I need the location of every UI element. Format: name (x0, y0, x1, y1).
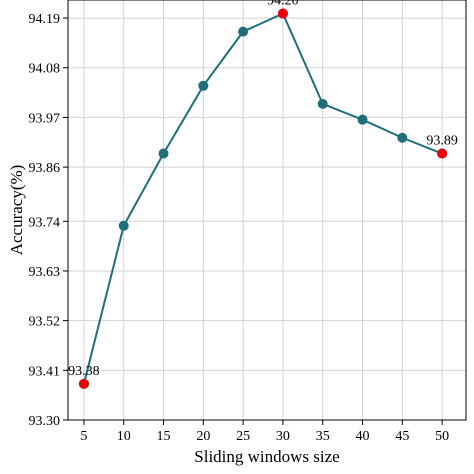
data-point (198, 80, 209, 91)
point-value-label: 93.38 (68, 364, 100, 379)
x-tick-label: 10 (117, 429, 131, 444)
data-point (158, 148, 169, 159)
y-tick-labels: 93.30 93.41 93.52 93.63 93.74 93.86 93.97 94.08… (29, 12, 61, 429)
x-tick-label: 50 (435, 429, 449, 444)
y-tick-label: 94.19 (29, 12, 61, 27)
y-tick-label: 93.97 (29, 111, 61, 126)
x-tick-label: 35 (316, 429, 330, 444)
y-tick-label: 93.86 (29, 161, 61, 176)
highlight-point (277, 8, 288, 19)
x-axis-title: Sliding windows size (194, 447, 339, 466)
highlight-point (437, 148, 448, 159)
y-tick-label: 93.41 (29, 364, 61, 379)
y-tick-label: 93.52 (29, 315, 61, 330)
data-point (317, 98, 328, 109)
x-tick-label: 15 (157, 429, 171, 444)
y-tick-label: 94.08 (29, 62, 61, 77)
plot-frame (67, 0, 467, 421)
x-tick-label: 30 (276, 429, 290, 444)
data-point (238, 26, 249, 37)
point-value-label: 94.20 (267, 0, 299, 9)
x-tick-labels: 5 10 15 20 25 30 35 40 45 50 (80, 429, 449, 444)
highlight-group: 93.38 94.20 93.89 (68, 0, 458, 389)
data-point (118, 220, 129, 231)
series-line (82, 12, 443, 385)
y-tick-label: 93.74 (29, 215, 61, 230)
x-tick-label: 40 (356, 429, 370, 444)
series-group (78, 8, 448, 389)
x-tick-label: 25 (236, 429, 250, 444)
point-value-label: 93.89 (426, 134, 458, 149)
x-tick-label: 45 (395, 429, 409, 444)
x-tick-label: 20 (196, 429, 210, 444)
y-tick-label: 93.63 (29, 265, 61, 280)
grid-lines (63, 0, 466, 425)
highlight-point (78, 378, 89, 389)
data-point (357, 114, 368, 125)
y-tick-label: 93.30 (29, 414, 61, 429)
x-tick-label: 5 (80, 429, 87, 444)
y-axis-title: Accuracy(%) (7, 165, 26, 256)
data-point (397, 132, 408, 143)
